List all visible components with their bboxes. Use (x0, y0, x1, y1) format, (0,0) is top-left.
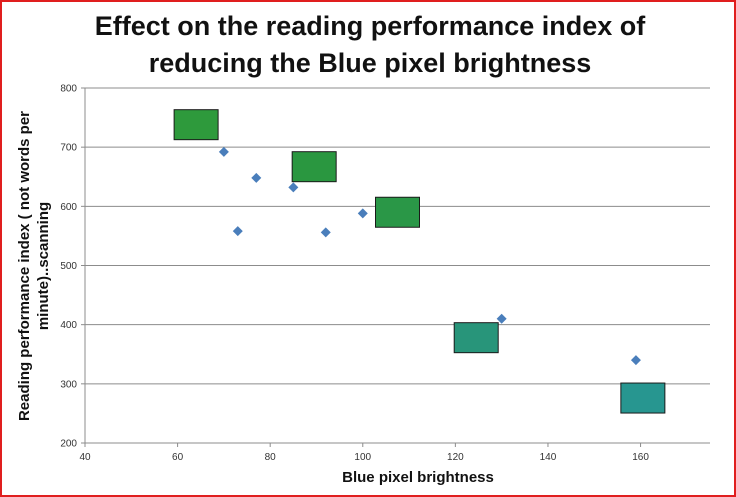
data-points (218, 146, 641, 366)
data-point-3 (251, 172, 262, 183)
data-point-7 (496, 313, 507, 324)
x-tick-label: 60 (172, 452, 184, 463)
chart-title-line-2: reducing the Blue pixel brightness (148, 48, 592, 78)
color-swatch-2 (291, 151, 337, 183)
data-point-6 (357, 208, 368, 219)
data-point-8 (630, 355, 641, 366)
y-tick-label: 700 (60, 143, 77, 154)
data-point-2 (232, 226, 243, 237)
color-swatch-1 (173, 109, 219, 141)
x-tick-label: 140 (540, 452, 557, 463)
x-tick-label: 40 (79, 452, 91, 463)
y-tick-label: 200 (60, 439, 77, 450)
y-axis-label: Reading performance index ( not words pe… (16, 111, 52, 421)
chart-title: Effect on the reading performance index … (2, 8, 734, 82)
y-axis-label-line-1: Reading performance index ( not words pe… (16, 111, 33, 421)
color-swatch-3 (375, 196, 420, 228)
x-tick-label: 100 (354, 452, 371, 463)
x-tick-label: 120 (447, 452, 464, 463)
color-swatches (173, 109, 666, 414)
y-axis-label-line-2: minute)..scanning (35, 202, 52, 330)
axes (81, 87, 642, 447)
y-tick-label: 800 (60, 84, 77, 95)
data-point-5 (320, 227, 331, 238)
y-tick-label: 500 (60, 261, 77, 272)
data-point-4 (288, 182, 299, 193)
x-tick-label: 80 (265, 452, 277, 463)
gridlines (85, 87, 710, 444)
y-tick-label: 600 (60, 202, 77, 213)
chart-title-line-1: Effect on the reading performance index … (94, 11, 646, 41)
color-swatch-4 (453, 322, 499, 354)
y-tick-label: 300 (60, 379, 77, 390)
data-point-1 (218, 146, 229, 157)
y-tick-label: 400 (60, 320, 77, 331)
tick-labels: 200 300 400 500 600 700 800 40 60 80 100 120 140 160 (60, 84, 649, 464)
x-axis-label: Blue pixel brightness (342, 469, 494, 486)
color-swatch-5 (620, 382, 666, 414)
x-tick-label: 160 (632, 452, 649, 463)
